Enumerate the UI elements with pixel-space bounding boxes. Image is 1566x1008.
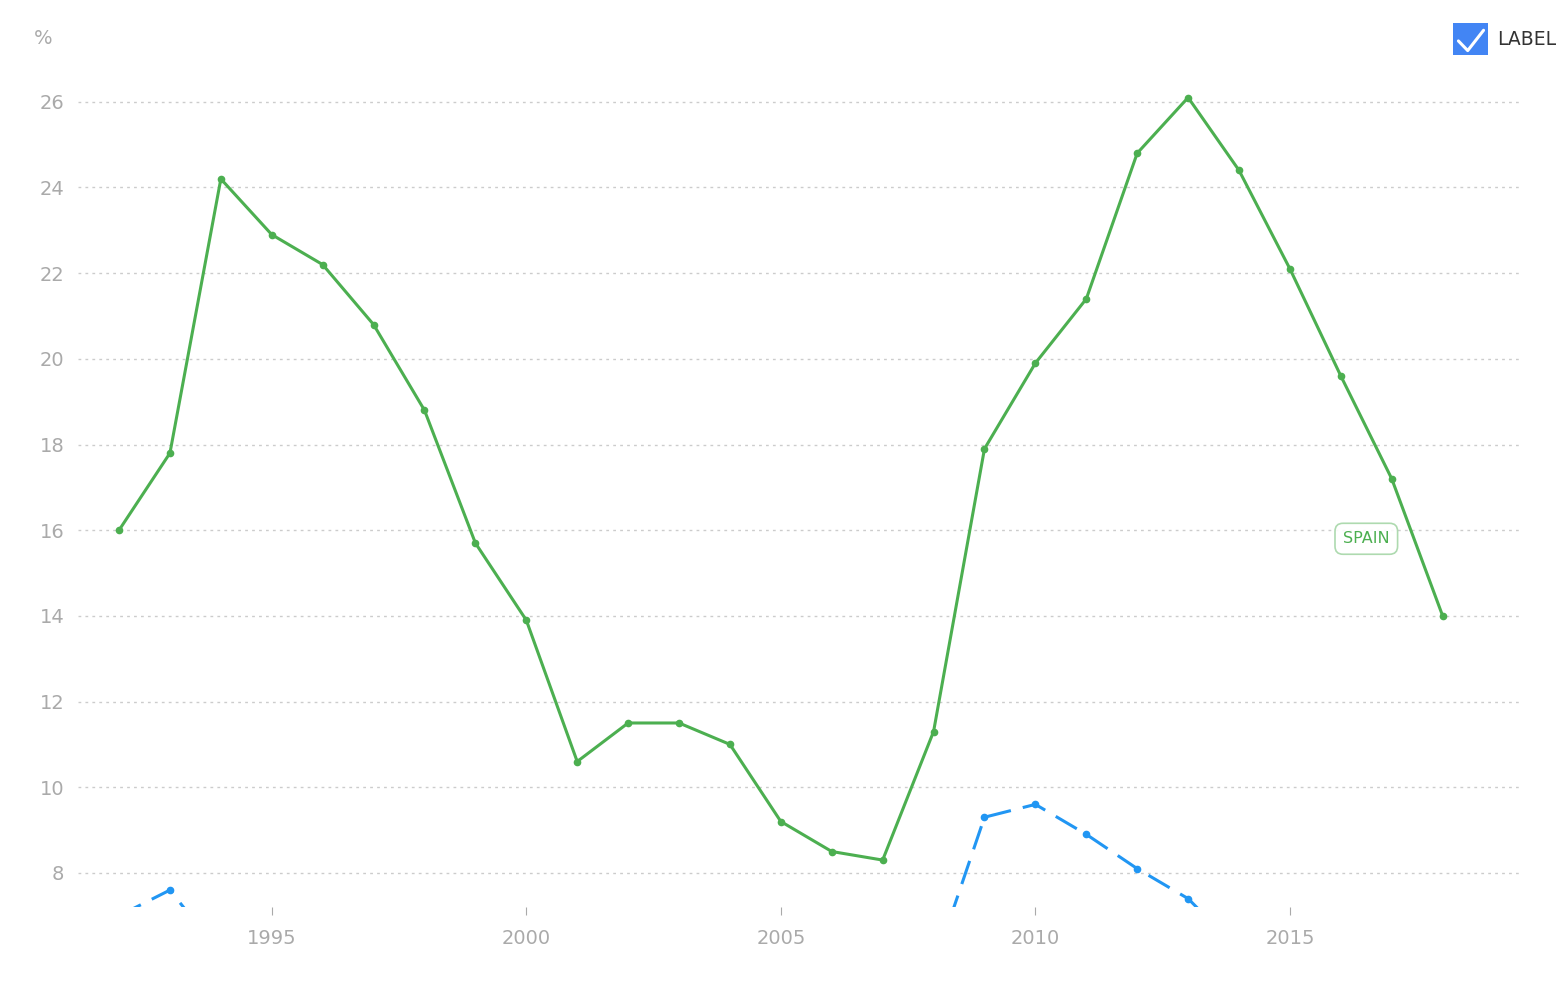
Text: %: %: [34, 29, 52, 48]
Text: SPAIN: SPAIN: [1344, 531, 1389, 546]
Text: LABEL: LABEL: [1497, 30, 1557, 48]
